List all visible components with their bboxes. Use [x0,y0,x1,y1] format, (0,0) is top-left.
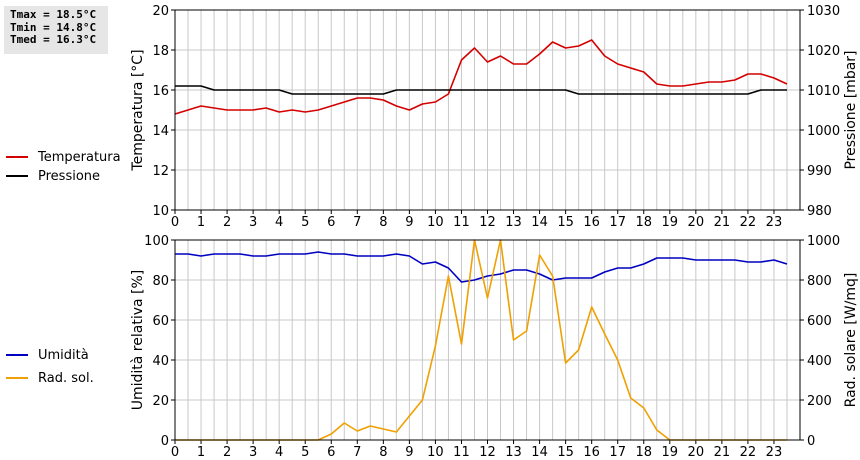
tmed-text: Tmed = 16.3°C [10,33,97,46]
series-line-rad-sol [175,239,787,441]
legend-label-rad-sol: Rad. sol. [38,371,94,386]
y-axis-label-left: Umidità relativa [%] [130,270,146,411]
x-tick-label: 23 [766,215,783,230]
series-line-umidit [175,251,788,283]
y-tick-label-right: 990 [807,164,832,179]
y-tick-label-left: 40 [152,354,169,369]
humidity-radiation-chart: 0 1 2 3 4 5 6 7 8 9 10 11 12 13 14 15 16 17 18 19 20 21 22 2302… [6,234,859,460]
x-tick-label: 14 [531,445,548,460]
y-tick-label-right: 400 [807,354,832,369]
y-tick-label-right: 800 [807,274,832,289]
tmax-text: Tmax = 18.5°C [10,8,97,21]
y-tick-label-left: 16 [152,84,169,99]
plot-frame [174,9,801,211]
x-tick-label: 6 [327,215,335,230]
x-tick-label: 12 [479,215,496,230]
x-tick-label: 19 [662,215,679,230]
x-tick-label: 10 [427,215,444,230]
x-tick-label: 9 [405,215,413,230]
x-tick-label: 5 [301,445,309,460]
x-tick-label: 13 [505,215,522,230]
x-tick-label: 2 [223,445,231,460]
y-tick-label-right: 980 [807,204,832,219]
y-tick-label-right: 0 [807,434,815,449]
x-tick-label: 21 [714,215,731,230]
plot-frame [174,239,801,441]
x-tick-label: 3 [249,215,257,230]
y-tick-label-left: 100 [144,234,169,249]
y-axis-label-left: Temperatura [°C] [130,49,146,171]
y-tick-label-left: 12 [152,164,169,179]
x-tick-label: 8 [379,215,387,230]
x-tick-label: 4 [275,445,283,460]
x-tick-label: 1 [197,215,205,230]
x-tick-label: 15 [557,445,574,460]
x-tick-label: 19 [662,445,679,460]
x-tick-label: 0 [171,215,179,230]
x-tick-label: 23 [766,445,783,460]
x-tick-label: 11 [453,215,470,230]
x-tick-label: 11 [453,445,470,460]
y-tick-label-right: 600 [807,314,832,329]
y-tick-label-left: 0 [161,434,169,449]
tmin-text: Tmin = 14.8°C [10,20,97,34]
series-line-temperatura [174,39,788,115]
x-tick-label: 20 [688,445,705,460]
series-line-pressione [175,85,787,95]
stats-box: Tmax = 18.5°C Tmin = 14.8°C Tmed = 16.3°… [4,6,108,54]
legend-label-temperatura: Temperatura [37,150,121,165]
x-tick-label: 14 [531,215,548,230]
x-tick-label: 17 [609,215,626,230]
x-tick-label: 22 [740,445,757,460]
y-tick-label-right: 1000 [807,234,840,249]
y-axis-label-right: Pressione [mbar] [843,50,859,169]
y-axis-label-right: Rad. solare [W/mq] [843,273,859,408]
x-tick-label: 16 [583,445,600,460]
x-tick-label: 17 [609,445,626,460]
y-tick-label-left: 20 [152,4,169,19]
y-tick-label-left: 80 [152,274,169,289]
x-tick-label: 16 [583,215,600,230]
legend-label-umidit: Umidità [38,348,89,363]
x-tick-label: 15 [557,215,574,230]
temperature-pressure-chart: 0 1 2 3 4 5 6 7 8 9 10 11 12 13 14 15 16 17 18 19 20 21 22 2310… [6,4,859,230]
x-tick-label: 22 [740,215,757,230]
x-tick-label: 21 [714,445,731,460]
y-tick-label-right: 1020 [807,44,840,59]
y-tick-label-right: 1010 [807,84,840,99]
x-tick-label: 4 [275,215,283,230]
x-tick-label: 2 [223,215,231,230]
y-tick-label-right: 1000 [807,124,840,139]
x-tick-label: 20 [688,215,705,230]
x-tick-label: 9 [405,445,413,460]
y-tick-label-left: 20 [152,394,169,409]
x-tick-label: 3 [249,445,257,460]
x-tick-label: 18 [635,215,652,230]
legend-label-pressione: Pressione [38,169,100,184]
x-tick-label: 1 [197,445,205,460]
x-tick-label: 8 [379,445,387,460]
x-tick-label: 7 [353,445,361,460]
x-tick-label: 10 [427,445,444,460]
x-tick-label: 6 [327,445,335,460]
y-tick-label-left: 10 [152,204,169,219]
y-tick-label-left: 18 [152,44,169,59]
x-tick-label: 7 [353,215,361,230]
x-tick-label: 12 [479,445,496,460]
y-tick-label-right: 200 [807,394,832,409]
x-tick-label: 0 [171,445,179,460]
x-tick-label: 13 [505,445,522,460]
y-tick-label-left: 14 [152,124,169,139]
y-tick-label-left: 60 [152,314,169,329]
y-tick-label-right: 1030 [807,4,840,19]
x-tick-label: 5 [301,215,309,230]
x-tick-label: 18 [635,445,652,460]
